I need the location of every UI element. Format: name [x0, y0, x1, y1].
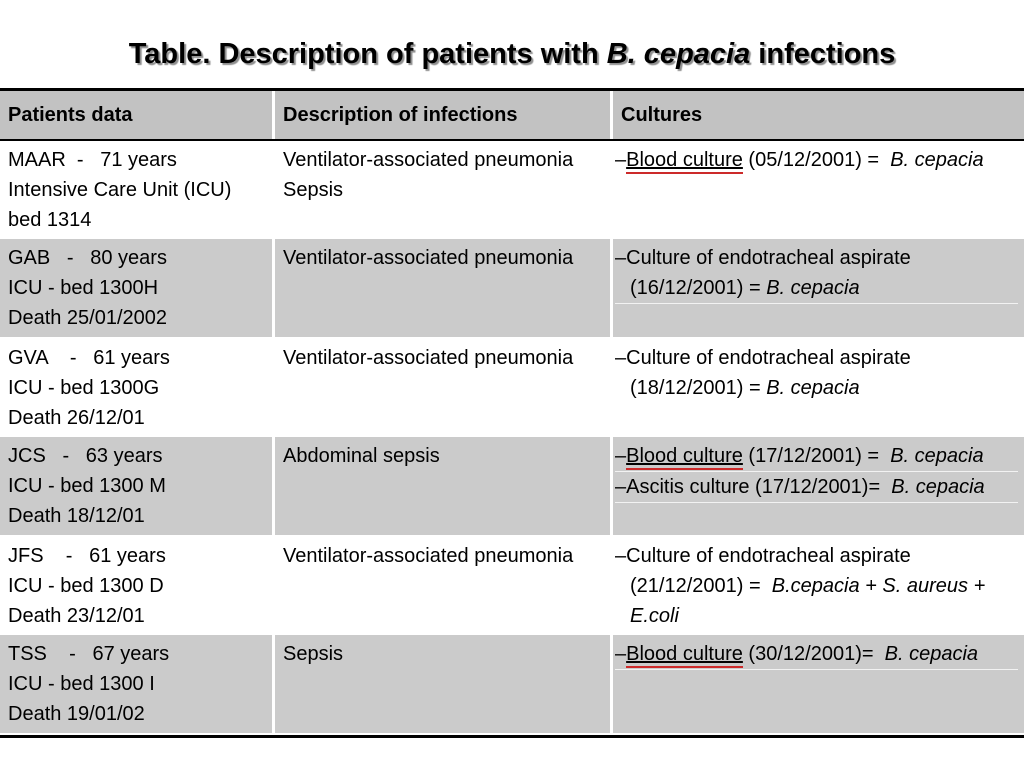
- infection-line: Ventilator-associated pneumonia: [283, 545, 574, 567]
- table-row: JFS - 61 years ICU - bed 1300 D Death 23/1…: [0, 537, 1024, 635]
- text-segment: infections: [750, 38, 896, 70]
- culture-entry: –Culture of endotracheal aspirate (18/12…: [615, 343, 1018, 403]
- text-segment: (05/12/2001) =: [742, 149, 891, 171]
- culture-entry: –Ascitis culture (17/12/2001)= B. cepaci…: [615, 472, 1018, 503]
- patient-line: Death 23/12/01: [8, 605, 145, 627]
- patient-cell: TSS - 67 years ICU - bed 1300 I Death 19/0…: [0, 635, 272, 733]
- cultures-cell: –Culture of endotracheal aspirate (21/12…: [610, 537, 1024, 635]
- table-body: MAAR - 71 years Intensive Care Unit (ICU)…: [0, 141, 1024, 735]
- infections-cell: Ventilator-associated pneumonia Sepsis: [272, 141, 610, 239]
- patient-cell: JCS - 63 years ICU - bed 1300 M Death 18/1…: [0, 437, 272, 535]
- table-header-row: Patients data Description of infections …: [0, 91, 1024, 141]
- table-row: MAAR - 71 years Intensive Care Unit (ICU)…: [0, 141, 1024, 239]
- table-row: GVA - 61 years ICU - bed 1300G Death 26/12…: [0, 339, 1024, 437]
- patient-line: JFS - 61 years: [8, 545, 166, 567]
- patient-line: GVA - 61 years: [8, 347, 170, 369]
- infection-line: Sepsis: [283, 643, 344, 665]
- culture-entry: –Blood culture (17/12/2001) = B. cepacia: [615, 441, 1018, 472]
- text-segment: –: [615, 445, 627, 467]
- patient-cell: JFS - 61 years ICU - bed 1300 D Death 23/1…: [0, 537, 272, 635]
- culture-entry: –Culture of endotracheal aspirate (21/12…: [615, 541, 1018, 631]
- cultures-cell: –Blood culture (05/12/2001) = B. cepacia: [610, 141, 1024, 239]
- text-segment: –: [615, 149, 627, 171]
- patient-cell: GVA - 61 years ICU - bed 1300G Death 26/12…: [0, 339, 272, 437]
- patient-line: ICU - bed 1300 D: [8, 575, 164, 597]
- patient-line: ICU - bed 1300 I: [8, 673, 155, 695]
- infections-cell: Abdominal sepsis: [272, 437, 610, 535]
- species-name-italic: B. cepacia: [890, 149, 984, 171]
- infection-line: Ventilator-associated pneumonia: [283, 247, 574, 269]
- patient-line: MAAR - 71 years: [8, 149, 177, 171]
- text-segment: –Culture of endotracheal aspirate (21/12…: [615, 545, 911, 597]
- cultures-cell: –Culture of endotracheal aspirate (16/12…: [610, 239, 1024, 337]
- species-name-italic: B. cepacia: [766, 377, 860, 399]
- patient-line: ICU - bed 1300 M: [8, 475, 166, 497]
- text-segment: (17/12/2001) =: [742, 445, 891, 467]
- underlined-term: Blood culture: [626, 643, 743, 668]
- text-segment: –Culture of endotracheal aspirate (18/12…: [615, 347, 911, 399]
- infection-line: Ventilator-associated pneumonia: [283, 347, 574, 369]
- patient-line: Death 19/01/02: [8, 703, 145, 725]
- patient-line: bed 1314: [8, 209, 92, 231]
- underlined-term: Blood culture: [626, 149, 743, 174]
- infections-cell: Ventilator-associated pneumonia: [272, 239, 610, 337]
- patient-line: Death 26/12/01: [8, 407, 145, 429]
- culture-entry: –Culture of endotracheal aspirate (16/12…: [615, 243, 1018, 304]
- patients-table: Patients data Description of infections …: [0, 88, 1024, 738]
- species-name-italic: B. cepacia: [606, 38, 751, 70]
- header-cell-cultures: Cultures: [610, 91, 1024, 139]
- text-segment: –: [615, 643, 627, 665]
- patient-line: GAB - 80 years: [8, 247, 167, 269]
- table-row: TSS - 67 years ICU - bed 1300 I Death 19/0…: [0, 635, 1024, 735]
- patient-cell: GAB - 80 years ICU - bed 1300H Death 25/01…: [0, 239, 272, 337]
- patient-line: TSS - 67 years: [8, 643, 170, 665]
- slide-title: Table. Description of patients with B. c…: [0, 38, 1024, 71]
- species-name-italic: B. cepacia: [884, 643, 979, 665]
- infection-line: Sepsis: [283, 179, 344, 201]
- patient-line: Intensive Care Unit (ICU): [8, 179, 232, 201]
- infections-cell: Sepsis: [272, 635, 610, 733]
- header-cell-description-of-infections: Description of infections: [272, 91, 610, 139]
- infections-cell: Ventilator-associated pneumonia: [272, 339, 610, 437]
- infection-line: Ventilator-associated pneumonia: [283, 149, 574, 171]
- cultures-cell: –Blood culture (17/12/2001) = B. cepacia…: [610, 437, 1024, 535]
- text-segment: –Culture of endotracheal aspirate (16/12…: [615, 247, 911, 299]
- cultures-cell: –Culture of endotracheal aspirate (18/12…: [610, 339, 1024, 437]
- culture-entry: –Blood culture (05/12/2001) = B. cepacia: [615, 145, 1018, 175]
- table-row: JCS - 63 years ICU - bed 1300 M Death 18/1…: [0, 437, 1024, 537]
- underlined-term: Blood culture: [626, 445, 743, 470]
- patient-line: Death 18/12/01: [8, 505, 145, 527]
- species-name-italic: B.cepacia + S. aureus + E.coli: [630, 575, 986, 627]
- table-row: GAB - 80 years ICU - bed 1300H Death 25/01…: [0, 239, 1024, 339]
- infection-line: Abdominal sepsis: [283, 445, 440, 467]
- header-cell-patients-data: Patients data: [8, 103, 133, 126]
- patient-line: ICU - bed 1300G: [8, 377, 160, 399]
- patient-line: ICU - bed 1300H: [8, 277, 159, 299]
- culture-entry: –Blood culture (30/12/2001)= B. cepacia: [615, 639, 1018, 670]
- patient-line: Death 25/01/2002: [8, 307, 168, 329]
- species-name-italic: B. cepacia: [766, 277, 860, 299]
- species-name-italic: B. cepacia: [890, 445, 984, 467]
- cultures-cell: –Blood culture (30/12/2001)= B. cepacia: [610, 635, 1024, 733]
- text-segment: (30/12/2001)=: [742, 643, 885, 665]
- patient-line: JCS - 63 years: [8, 445, 163, 467]
- text-segment: –Ascitis culture (17/12/2001)=: [615, 476, 892, 498]
- patient-cell: MAAR - 71 years Intensive Care Unit (ICU)…: [0, 141, 272, 239]
- text-segment: Table. Description of patients with: [128, 38, 607, 70]
- species-name-italic: B. cepacia: [891, 476, 985, 498]
- infections-cell: Ventilator-associated pneumonia: [272, 537, 610, 635]
